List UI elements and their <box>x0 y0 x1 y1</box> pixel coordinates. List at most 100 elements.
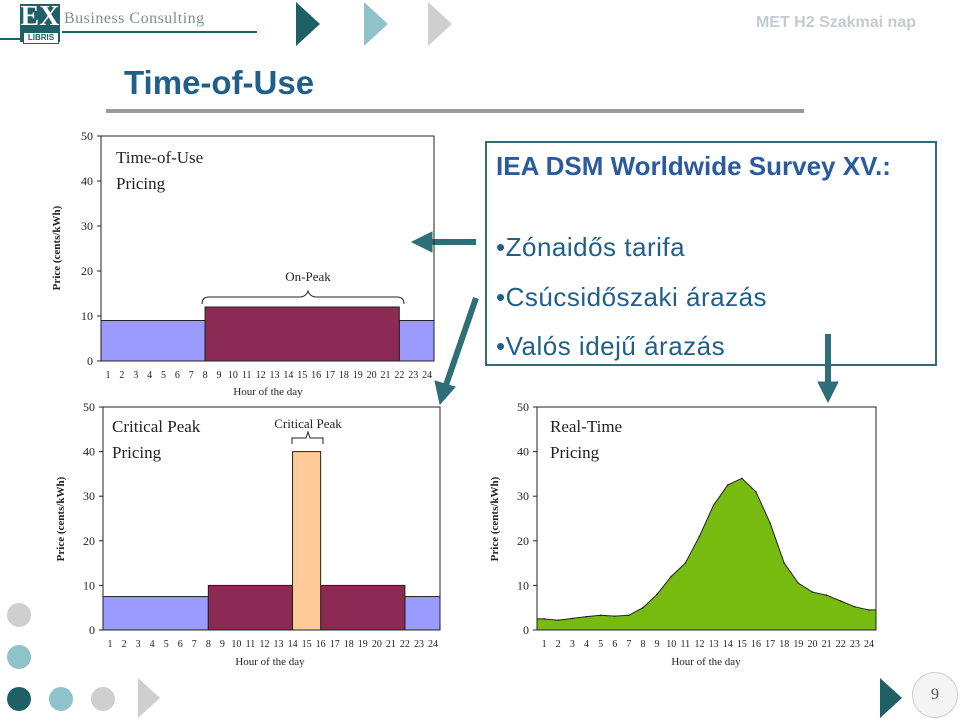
x-tick-label: 24 <box>422 370 432 381</box>
x-tick-label: 17 <box>330 639 340 650</box>
header-chevrons <box>296 2 452 46</box>
y-tick-label: 50 <box>83 400 95 414</box>
x-tick-label: 16 <box>316 639 326 650</box>
data-point <box>628 614 630 617</box>
x-tick-label: 7 <box>626 639 631 650</box>
arrow-to-cpp-icon <box>434 297 479 406</box>
on-peak-brace <box>201 289 405 305</box>
x-tick-label: 4 <box>150 639 155 650</box>
x-tick-label: 3 <box>570 639 575 650</box>
x-tick-label: 24 <box>864 639 874 650</box>
x-tick-label: 5 <box>161 370 166 381</box>
chart-title-line2: Pricing <box>116 174 166 193</box>
x-tick-label: 2 <box>556 639 561 650</box>
chart-title-line2: Pricing <box>112 443 162 462</box>
bar-block <box>204 306 400 362</box>
data-point <box>783 562 785 564</box>
x-tick-label: 9 <box>220 639 225 650</box>
x-tick-label: 2 <box>119 370 124 381</box>
data-point <box>585 615 588 618</box>
survey-box <box>485 141 937 366</box>
circle-dark-icon <box>7 687 31 711</box>
x-tick-label: 13 <box>709 639 719 650</box>
x-tick-label: 3 <box>136 639 141 650</box>
x-tick-label: 4 <box>147 370 152 381</box>
data-point <box>571 617 574 620</box>
data-point <box>839 600 842 602</box>
x-tick-label: 19 <box>353 370 363 381</box>
x-tick-label: 23 <box>850 639 860 650</box>
x-tick-label: 9 <box>216 370 221 381</box>
x-tick-label: 24 <box>428 639 438 650</box>
y-tick-label: 50 <box>81 129 93 143</box>
x-tick-label: 11 <box>680 639 690 650</box>
data-point <box>543 618 545 620</box>
x-tick-label: 20 <box>367 370 377 381</box>
x-tick-label: 10 <box>228 370 238 381</box>
x-tick-label: 6 <box>175 370 180 381</box>
x-tick-label: 14 <box>283 370 293 381</box>
x-tick-label: 17 <box>325 370 335 381</box>
circle-grey-icon <box>91 687 115 711</box>
x-tick-label: 21 <box>380 370 390 381</box>
chart-title-line2: Pricing <box>550 443 600 462</box>
y-tick-label: 0 <box>89 623 95 637</box>
chevron-dark-bottom-icon <box>880 678 902 718</box>
data-point <box>712 504 715 506</box>
x-tick-label: 15 <box>737 639 747 650</box>
x-tick-label: 9 <box>655 639 660 650</box>
y-tick-label: 40 <box>83 445 95 459</box>
x-tick-label: 22 <box>394 370 404 381</box>
x-axis-label: Hour of the day <box>233 386 303 398</box>
x-tick-label: 5 <box>164 639 169 650</box>
page-title: Time-of-Use <box>124 64 315 101</box>
x-tick-label: 15 <box>302 639 312 650</box>
y-tick-label: 10 <box>81 309 93 323</box>
x-tick-label: 12 <box>256 370 266 381</box>
circle-teal-icon <box>49 687 73 711</box>
logo-underline-left <box>0 38 20 40</box>
x-tick-label: 18 <box>779 639 789 650</box>
x-axis-label: Hour of the day <box>235 656 305 668</box>
x-tick-label: 20 <box>372 639 382 650</box>
chevron-grey-bottom-icon <box>138 678 160 718</box>
data-point <box>557 619 559 621</box>
chevron-dark-icon <box>296 2 320 46</box>
event-name: MET H2 Szakmai nap <box>755 14 916 31</box>
y-tick-label: 30 <box>81 219 93 233</box>
y-axis-label: Price (cents/kWh) <box>489 476 501 561</box>
chevron-grey-icon <box>428 2 452 46</box>
y-tick-label: 0 <box>523 623 529 637</box>
x-tick-label: 14 <box>288 639 298 650</box>
x-tick-label: 19 <box>793 639 803 650</box>
critical-peak-brace <box>291 430 324 444</box>
x-tick-label: 21 <box>386 639 396 650</box>
y-tick-label: 10 <box>83 578 95 592</box>
y-tick-label: 20 <box>517 534 529 548</box>
data-point <box>741 477 743 480</box>
area-fill <box>536 477 877 631</box>
bullet-real-time-pricing: •Valós idejű árazás <box>496 331 726 361</box>
data-point <box>599 614 602 617</box>
x-tick-label: 20 <box>807 639 817 650</box>
x-tick-label: 23 <box>414 639 424 650</box>
x-tick-label: 8 <box>640 639 645 650</box>
bar-block <box>207 584 294 631</box>
x-tick-label: 17 <box>765 639 775 650</box>
bullet-zonal-tariff: •Zónaidős tarifa <box>496 232 686 262</box>
data-point <box>698 535 701 538</box>
x-tick-label: 22 <box>400 639 410 650</box>
annotation-label: On-Peak <box>285 269 331 284</box>
y-tick-label: 10 <box>517 578 529 592</box>
y-tick-label: 40 <box>517 445 529 459</box>
logo-libris-text: LIBRIS <box>23 32 59 44</box>
arrow-to-rtp-icon <box>817 334 839 404</box>
bullet-peak-pricing: •Csúcsidőszaki árazás <box>496 282 768 312</box>
data-point <box>755 490 757 493</box>
x-tick-label: 1 <box>105 370 110 381</box>
x-tick-label: 13 <box>269 370 279 381</box>
data-point <box>769 522 771 524</box>
